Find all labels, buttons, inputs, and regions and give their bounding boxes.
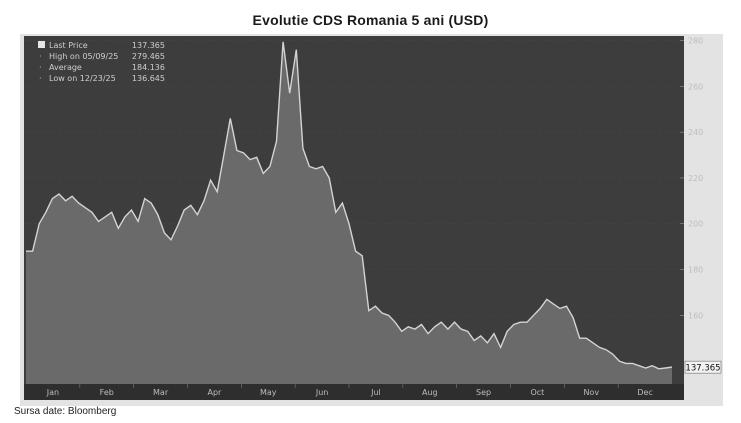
legend-marker: · (39, 52, 42, 61)
last-price-box (684, 360, 722, 374)
y-tick-label: 220 (688, 174, 703, 183)
x-tick-label: Feb (100, 388, 114, 397)
y-tick-label: 160 (688, 311, 703, 320)
x-axis-band (24, 384, 684, 400)
legend-value: 137.365 (132, 41, 165, 50)
x-tick-label: Jul (370, 388, 381, 397)
source-note: Sursa date: Bloomberg (14, 406, 117, 417)
x-tick-label: Apr (207, 388, 222, 397)
legend-swatch (38, 41, 45, 48)
chart-frame: Jan Feb Mar Apr May Jun Jul Aug Sep Oct Nov Dec 160… (20, 34, 723, 406)
x-tick-label: May (260, 388, 277, 397)
cds-chart: Jan Feb Mar Apr May Jun Jul Aug Sep Oct Nov Dec 160… (24, 36, 722, 400)
y-tick-label: 280 (688, 37, 703, 46)
x-tick-label: Jun (315, 388, 329, 397)
legend-marker: · (39, 63, 42, 72)
y-tick-label: 240 (688, 128, 703, 137)
x-tick-label: Aug (422, 388, 438, 397)
x-tick-label: Oct (530, 388, 544, 397)
x-tick-label: Mar (153, 388, 169, 397)
x-tick-label: Nov (583, 388, 599, 397)
x-tick-label: Dec (637, 388, 652, 397)
y-tick-label: 180 (688, 266, 703, 275)
legend-marker: · (39, 74, 42, 83)
x-tick-label: Sep (476, 388, 491, 397)
legend-label: Low on 12/23/25 (49, 74, 116, 83)
y-tick-label: 260 (688, 82, 703, 91)
last-price-label-group: 137.365 (684, 360, 722, 374)
legend-label: Average (49, 63, 82, 72)
price-line (26, 41, 673, 370)
x-axis-ticks: Jan Feb Mar Apr May Jun Jul Aug Sep Oct Nov Dec (46, 384, 653, 397)
x-tick-label: Jan (46, 388, 59, 397)
legend-value: 279.465 (132, 52, 165, 61)
legend-label: High on 05/09/25 (49, 52, 118, 61)
chart-title: Evolutie CDS Romania 5 ani (USD) (252, 12, 489, 28)
price-area (26, 41, 672, 385)
y-tick-label: 200 (688, 220, 703, 229)
legend-value: 184.136 (132, 63, 165, 72)
y-axis-ticks: 160 180 200 220 240 260 280 (680, 37, 703, 320)
legend-label: Last Price (49, 41, 88, 50)
legend-value: 136.645 (132, 74, 165, 83)
legend: Last Price 137.365 · High on 05/09/25 279.46… (38, 41, 165, 83)
last-price-label: 137.365 (685, 364, 720, 374)
